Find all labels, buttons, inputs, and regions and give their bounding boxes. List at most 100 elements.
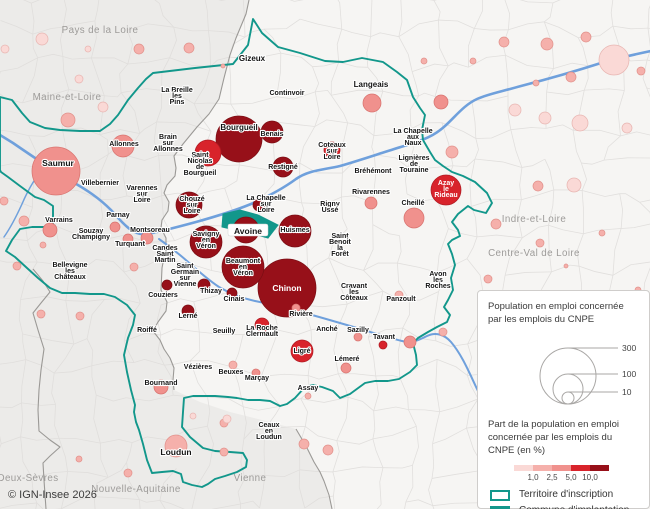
commune-label: Restigné	[268, 164, 298, 171]
commune-circle	[221, 245, 265, 289]
commune-circle	[215, 115, 263, 163]
commune-circle	[403, 335, 417, 349]
commune-label: en	[202, 237, 210, 244]
implantation-label-line1: Commune d'implantation	[519, 505, 629, 509]
territory-swatch	[490, 489, 510, 501]
commune-label: Côteaux	[340, 295, 368, 302]
commune-label: Continvoir	[270, 90, 305, 97]
commune-label: Loire	[183, 208, 200, 215]
commune-circle	[189, 225, 223, 259]
legend-size-title-line2: par les emplois du CNPE	[488, 314, 595, 326]
commune-label: en	[265, 428, 273, 435]
commune-circle	[220, 63, 226, 69]
commune-label: les	[172, 93, 182, 100]
legend-territory-row: Territoire d'inscription	[490, 489, 643, 501]
commune-label: aux	[407, 134, 419, 141]
commune-label: Coteaux	[318, 142, 346, 149]
commune-label: Pins	[170, 99, 185, 106]
commune-label: Rideau	[434, 192, 457, 199]
commune-circle	[75, 311, 85, 321]
commune-circle	[378, 340, 388, 350]
ramp-tick: 2,5	[546, 472, 558, 482]
commune-circle	[532, 180, 544, 192]
commune-label: Gizeux	[239, 54, 266, 63]
vienne-river	[158, 238, 480, 394]
commune-circle	[0, 196, 9, 206]
commune-label: de	[196, 164, 204, 171]
commune-circle	[42, 222, 58, 238]
commune-label: Touraine	[399, 167, 428, 174]
commune-circle	[535, 238, 545, 248]
commune-circle	[254, 317, 270, 333]
commune-circle	[508, 103, 522, 117]
commune-circle	[636, 66, 646, 76]
commune-circle	[394, 290, 404, 300]
commune-circle	[430, 174, 462, 206]
region-label: Nouvelle-Aquitaine	[91, 484, 181, 495]
commune-label: Rivière	[289, 311, 312, 318]
commune-label: sur	[137, 191, 148, 198]
commune-circle	[571, 114, 589, 132]
commune-label: Anché	[316, 326, 338, 333]
commune-circle	[97, 101, 109, 113]
commune-circle	[39, 241, 47, 249]
legend-ratio-title-line3: CNPE (en %)	[488, 445, 546, 457]
commune-label: Saint	[156, 251, 174, 258]
region-label: Indre-et-Loire	[502, 214, 567, 225]
legend-implantation-row: Commune d'implantation du CNPE	[490, 505, 643, 509]
commune-label: Ussé	[322, 207, 339, 214]
commune-label: Lignières	[398, 155, 429, 162]
copyright: © IGN-Insee 2026	[8, 489, 97, 501]
commune-label: Parnay	[106, 212, 129, 219]
commune-label: Varrains	[45, 217, 73, 224]
commune-circle	[483, 274, 493, 284]
commune-label: Loire	[133, 197, 150, 204]
loire-river	[0, 49, 650, 236]
commune-label: Saint	[191, 152, 209, 159]
commune-circle	[18, 215, 30, 227]
region-label: Deux-Sèvres	[0, 473, 59, 484]
commune-label: Montsoreau	[130, 227, 170, 234]
commune-label: Saumur	[42, 158, 74, 168]
commune-label: Tavant	[373, 334, 396, 341]
ramp-swatch	[552, 464, 571, 471]
commune-label: sur	[163, 140, 174, 147]
avoine-label: Avoine	[234, 226, 262, 236]
commune-circle	[566, 177, 582, 193]
commune-circle	[140, 231, 154, 245]
commune-circle	[598, 44, 630, 76]
commune-label: Rivarennes	[352, 189, 390, 196]
commune-circle	[290, 339, 314, 363]
commune-circle	[222, 414, 232, 424]
commune-label: Bournand	[144, 380, 177, 387]
commune-label: Clermault	[246, 331, 279, 338]
commune-circle	[133, 43, 145, 55]
commune-label: Roiffé	[137, 327, 157, 334]
commune-label: Marçay	[245, 375, 269, 382]
commune-label: Véron	[233, 270, 253, 277]
commune-circle	[340, 362, 352, 374]
commune-label: Germain	[171, 269, 199, 276]
commune-circle	[445, 145, 459, 159]
commune-label: Bréhémont	[355, 168, 393, 175]
commune-label: Savigny	[193, 231, 220, 238]
avoine-label-box	[227, 223, 269, 237]
commune-circle	[598, 229, 606, 237]
commune-circle	[469, 57, 477, 65]
commune-circle	[60, 112, 76, 128]
commune-circle	[189, 412, 197, 420]
commune-circle	[260, 120, 284, 144]
commune-label: Assay	[298, 385, 319, 392]
commune-label: Avon	[429, 271, 446, 278]
commune-label: Ceaux	[258, 422, 279, 429]
ramp-swatch	[590, 464, 609, 471]
commune-label: Loire	[323, 154, 340, 161]
commune-label: Thizay	[200, 288, 222, 295]
ramp-tick: 5,0	[565, 472, 577, 482]
commune-circle	[364, 196, 378, 210]
commune-circle	[538, 111, 552, 125]
commune-circles	[0, 31, 646, 478]
ramp-swatch	[533, 464, 552, 471]
commune-label: Villebernier	[81, 180, 119, 187]
commune-label: Varennes	[126, 185, 157, 192]
